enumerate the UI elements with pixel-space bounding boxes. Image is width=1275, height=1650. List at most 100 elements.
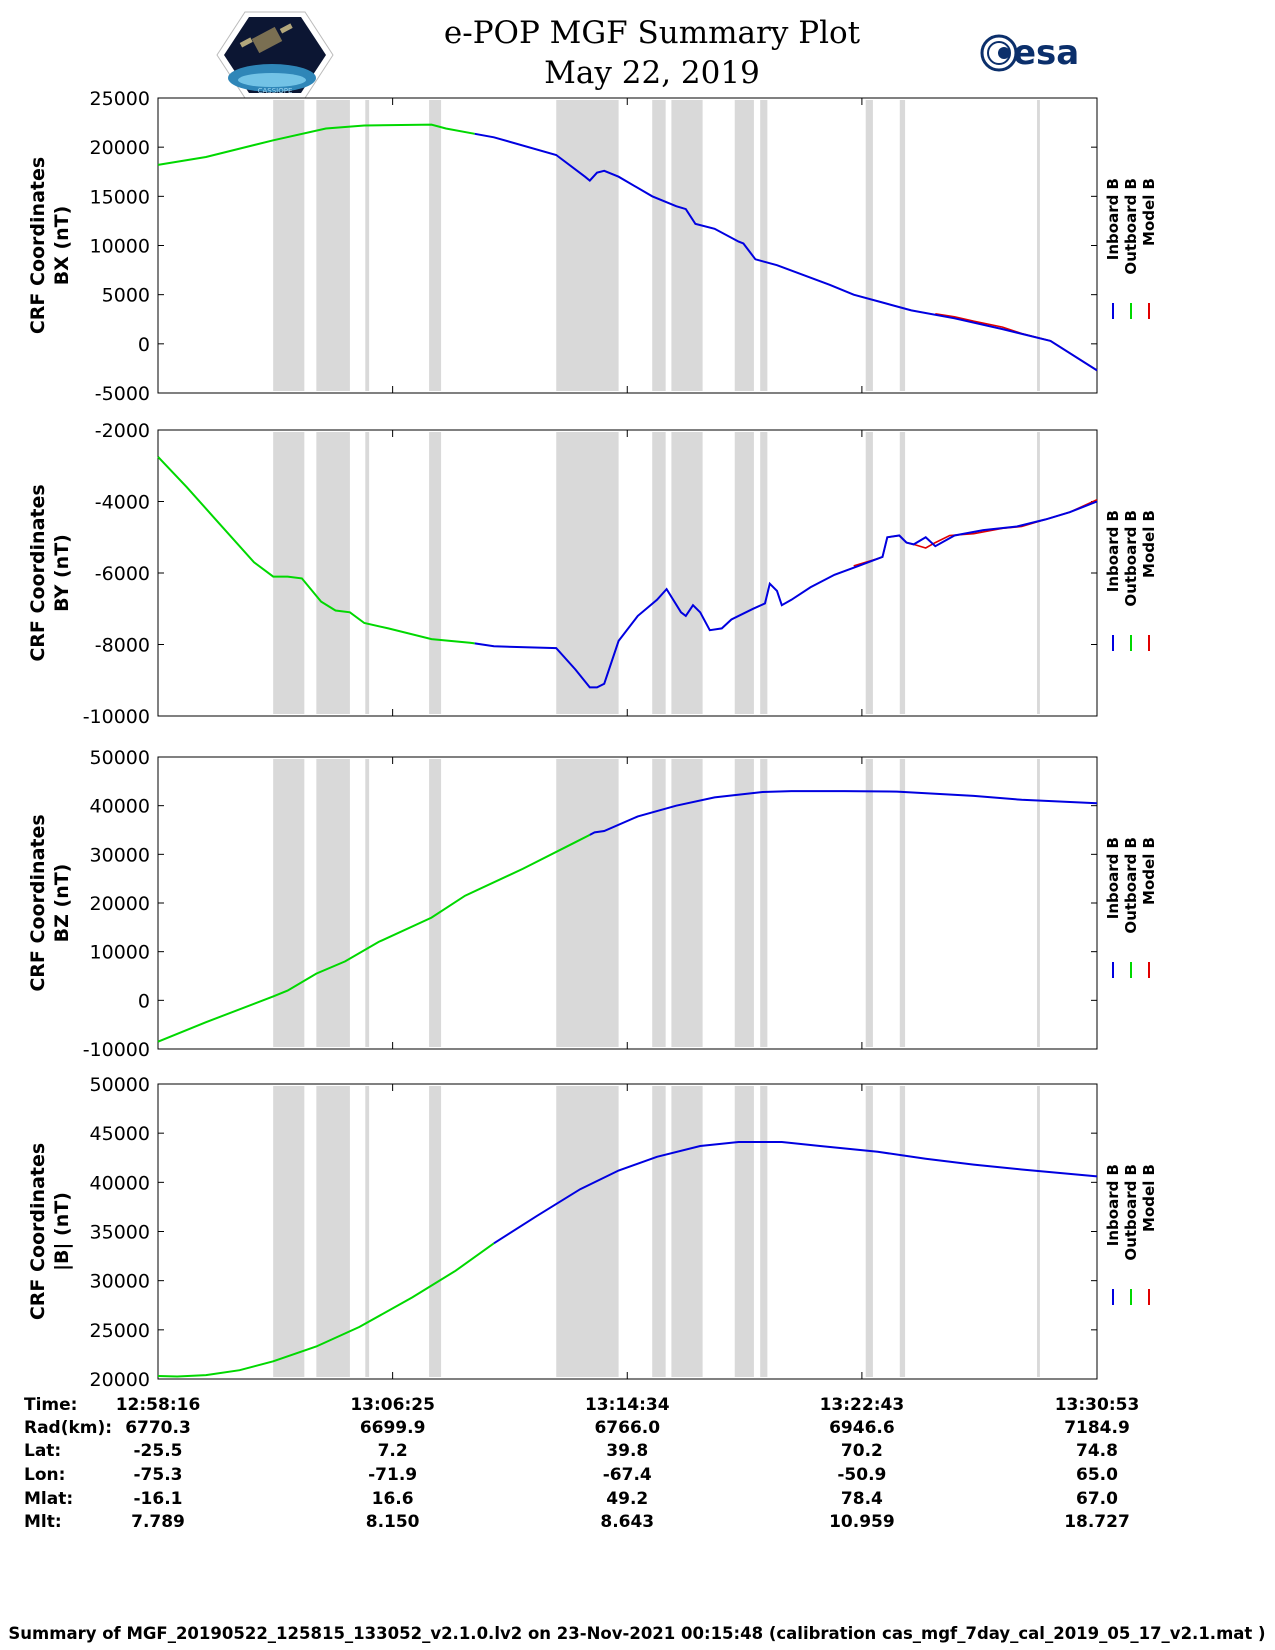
table-cell: -16.1	[134, 1489, 183, 1509]
y-tick-label: 20000	[90, 137, 150, 159]
data-gap-band	[899, 100, 906, 391]
data-gap-band	[760, 100, 768, 391]
legend: Inboard B Outboard B Model B	[1104, 1164, 1158, 1305]
y-axis-unit-label: BX (nT)	[51, 206, 73, 286]
y-tick-label: 0	[138, 990, 150, 1012]
esa-logo-text: esa	[1013, 33, 1079, 73]
series-line-model	[935, 313, 1098, 372]
panel-by: -2000 -4000 -6000 -8000 -10000 CRF Coordinate…	[27, 420, 1158, 728]
table-cell: 6699.9	[360, 1418, 426, 1438]
y-tick-label: -6000	[95, 563, 150, 585]
data-gap-band	[273, 759, 305, 1047]
series-line-inboard	[474, 500, 1098, 689]
table-cell: 78.4	[841, 1489, 883, 1509]
data-gap-band	[652, 1086, 666, 1377]
data-gap-band	[671, 759, 703, 1047]
series-line-outboard	[157, 123, 475, 166]
data-gap-band	[734, 759, 754, 1047]
y-tick-label: -8000	[95, 635, 150, 657]
table-cell: 18.727	[1064, 1512, 1130, 1532]
footer-text: Summary of MGF_20190522_125815_133052_v2…	[8, 1624, 1265, 1643]
data-gap-band	[899, 1086, 906, 1377]
data-gap-band	[652, 432, 666, 714]
x-tick-label: 12:58:16	[116, 1395, 201, 1415]
table-cell: 8.643	[600, 1512, 654, 1532]
y-tick-label: 5000	[102, 285, 150, 307]
legend-label-model: Model B	[1140, 1164, 1158, 1232]
legend-label-model: Model B	[1140, 178, 1158, 246]
series-line-outboard	[157, 456, 475, 645]
series-line-model	[853, 498, 1098, 567]
data-gap-band	[316, 1086, 350, 1377]
legend-label-model: Model B	[1140, 837, 1158, 905]
panel-bx: 25000 20000 15000 10000 5000 0 -5000 CRF Coordi…	[27, 88, 1158, 405]
panel-bz: 50000 40000 30000 20000 10000 0 -10000 CRF Coor…	[27, 747, 1158, 1061]
row-label: Time:	[24, 1395, 77, 1415]
panel-bmag: 50000 45000 40000 35000 30000 25000 20000 CRF C…	[27, 1074, 1158, 1391]
table-cell: 6766.0	[594, 1418, 660, 1438]
table-cell: 6946.6	[829, 1418, 895, 1438]
series-line-inboard	[589, 790, 1098, 836]
series-line-inboard	[493, 1141, 1098, 1245]
table-cell: -71.9	[368, 1465, 417, 1485]
page-title: e-POP MGF Summary Plot	[444, 15, 861, 51]
y-tick-label: 35000	[90, 1222, 150, 1244]
ephemeris-table: Time: Rad(km): Lat: Lon: Mlat: Mlt: 12:58:16 67…	[24, 1395, 1139, 1532]
data-gap-band	[365, 759, 370, 1047]
data-gap-band	[556, 432, 619, 714]
table-cell: -50.9	[837, 1465, 886, 1485]
data-gap-band	[365, 432, 370, 714]
data-gap-band	[899, 759, 906, 1047]
table-cell: 49.2	[606, 1489, 648, 1509]
data-gap-band	[365, 100, 370, 391]
table-cell: 7.789	[131, 1512, 185, 1532]
data-gap-band	[556, 759, 619, 1047]
legend: Inboard B Outboard B Model B	[1104, 178, 1158, 319]
data-gap-band	[273, 100, 305, 391]
data-gap-band	[429, 759, 442, 1047]
x-tick-label: 13:22:43	[820, 1395, 905, 1415]
data-gap-band	[429, 432, 442, 714]
data-gap-band	[671, 1086, 703, 1377]
row-label: Mlat:	[24, 1489, 73, 1509]
y-axis-unit-label: |B| (nT)	[51, 1192, 73, 1271]
y-tick-label: 30000	[90, 1271, 150, 1293]
y-tick-label: 50000	[90, 1074, 150, 1096]
data-gap-band	[556, 1086, 619, 1377]
legend-label-outboard: Outboard B	[1122, 510, 1140, 607]
series-line-outboard	[157, 834, 591, 1043]
table-cell: -67.4	[603, 1465, 652, 1485]
legend-label-model: Model B	[1140, 510, 1158, 578]
legend-label-inboard: Inboard B	[1104, 1164, 1122, 1246]
y-tick-label: 10000	[90, 942, 150, 964]
y-tick-label: -10000	[83, 1039, 150, 1061]
x-tick-label: 13:06:25	[350, 1395, 435, 1415]
data-gap-band	[1037, 759, 1040, 1047]
data-gap-band	[273, 1086, 305, 1377]
y-tick-label: -4000	[95, 492, 150, 514]
legend-label-outboard: Outboard B	[1122, 1164, 1140, 1261]
data-gap-band	[652, 100, 666, 391]
data-gap-band	[316, 432, 350, 714]
legend-label-outboard: Outboard B	[1122, 178, 1140, 275]
data-gap-band	[1037, 100, 1040, 391]
table-cell: 10.959	[829, 1512, 895, 1532]
series-line-outboard	[157, 1242, 495, 1378]
legend-label-inboard: Inboard B	[1104, 178, 1122, 260]
y-tick-label: 30000	[90, 844, 150, 866]
y-tick-label: 40000	[90, 1172, 150, 1194]
data-gap-band	[671, 432, 703, 714]
cassiope-logo-text: CASSIOPE	[258, 87, 293, 95]
legend-label-outboard: Outboard B	[1122, 837, 1140, 934]
data-gap-band	[429, 1086, 442, 1377]
y-tick-label: 25000	[90, 1320, 150, 1342]
data-gap-band	[1037, 432, 1040, 714]
data-gap-band	[671, 100, 703, 391]
y-axis-label: CRF Coordinates	[27, 814, 49, 991]
data-gap-band	[760, 1086, 768, 1377]
data-gap-band	[273, 432, 305, 714]
data-gap-band	[1037, 1086, 1040, 1377]
legend-label-inboard: Inboard B	[1104, 510, 1122, 592]
table-cell: -75.3	[134, 1465, 183, 1485]
y-axis-label: CRF Coordinates	[27, 1143, 49, 1320]
